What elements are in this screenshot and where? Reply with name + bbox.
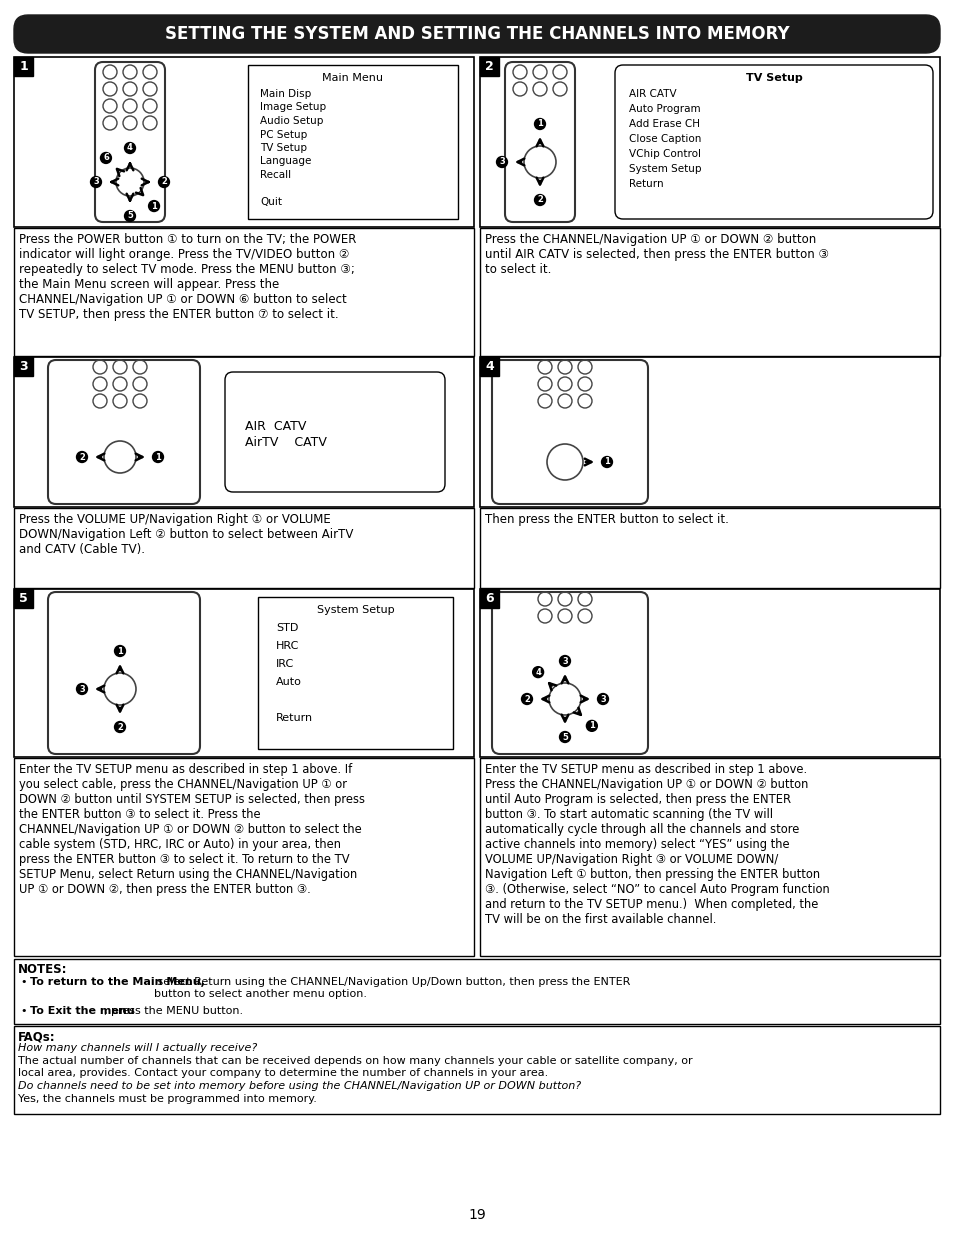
Text: 4: 4 (485, 359, 494, 373)
Text: 1: 1 (603, 457, 609, 467)
Text: 1: 1 (117, 646, 123, 656)
Text: To return to the Main Menu,: To return to the Main Menu, (30, 977, 205, 987)
Bar (14, 228, 474, 356)
Bar (479, 228, 939, 356)
Text: Auto Program: Auto Program (628, 104, 700, 114)
Text: FAQs:: FAQs: (18, 1030, 55, 1044)
Text: Main Disp: Main Disp (260, 89, 311, 99)
Bar (479, 758, 939, 956)
Bar (14, 589, 33, 608)
Text: 1: 1 (588, 721, 594, 730)
Text: 5: 5 (561, 732, 567, 741)
Bar (479, 589, 498, 608)
Bar (479, 357, 498, 375)
Text: 3: 3 (93, 178, 99, 186)
Text: 2: 2 (537, 195, 542, 205)
Bar (479, 508, 939, 588)
Text: 3: 3 (79, 684, 85, 694)
Text: Audio Setup: Audio Setup (260, 116, 323, 126)
Text: Press the VOLUME UP/Navigation Right ① or VOLUME
DOWN/Navigation Left ② button t: Press the VOLUME UP/Navigation Right ① o… (19, 513, 353, 556)
Text: 2: 2 (485, 61, 494, 73)
Text: 3: 3 (19, 359, 28, 373)
Text: 3: 3 (561, 657, 567, 666)
Bar (479, 57, 939, 227)
Text: 6: 6 (485, 592, 494, 605)
Text: TV Setup: TV Setup (260, 143, 307, 153)
Bar (14, 758, 474, 956)
Text: 3: 3 (498, 158, 504, 167)
Text: PC Setup: PC Setup (260, 130, 307, 140)
Text: •: • (20, 977, 27, 987)
Text: 1: 1 (155, 452, 161, 462)
Text: 6: 6 (103, 153, 109, 163)
Text: Recall: Recall (260, 170, 291, 180)
Text: Press the POWER button ① to turn on the TV; the POWER
indicator will light orang: Press the POWER button ① to turn on the … (19, 233, 356, 321)
Text: 3: 3 (599, 694, 605, 704)
Text: 4: 4 (535, 668, 540, 677)
Text: 1: 1 (19, 61, 28, 73)
Text: TV Setup: TV Setup (745, 73, 801, 83)
Bar (257, 597, 453, 748)
Text: The actual number of channels that can be received depends on how many channels : The actual number of channels that can b… (18, 1056, 692, 1078)
Text: Yes, the channels must be programmed into memory.: Yes, the channels must be programmed int… (18, 1094, 316, 1104)
Text: •: • (20, 1007, 27, 1016)
Text: 2: 2 (117, 722, 123, 731)
Text: Auto: Auto (275, 677, 301, 687)
Text: Enter the TV SETUP menu as described in step 1 above. If
you select cable, press: Enter the TV SETUP menu as described in … (19, 763, 365, 897)
Text: AirTV    CATV: AirTV CATV (245, 436, 327, 450)
Text: , press the MENU button.: , press the MENU button. (104, 1007, 242, 1016)
Text: System Setup: System Setup (628, 164, 700, 174)
Text: Return: Return (275, 713, 313, 722)
Bar (479, 589, 939, 757)
Bar (14, 357, 474, 508)
Bar (14, 57, 474, 227)
Bar (14, 357, 33, 375)
Text: 2: 2 (161, 178, 167, 186)
Text: NOTES:: NOTES: (18, 963, 68, 976)
Text: Quit: Quit (260, 198, 282, 207)
Text: Then press the ENTER button to select it.: Then press the ENTER button to select it… (484, 513, 728, 526)
Bar (14, 57, 33, 77)
Text: AIR CATV: AIR CATV (628, 89, 676, 99)
Text: How many channels will I actually receive?: How many channels will I actually receiv… (18, 1044, 257, 1053)
Text: IRC: IRC (275, 659, 294, 669)
Text: 1: 1 (151, 201, 157, 210)
Text: Return: Return (628, 179, 663, 189)
FancyBboxPatch shape (14, 15, 939, 53)
Text: AIR  CATV: AIR CATV (245, 420, 306, 433)
Text: 2: 2 (79, 452, 85, 462)
Text: 5: 5 (19, 592, 28, 605)
Bar (14, 1026, 939, 1114)
Bar (248, 65, 457, 219)
Bar (479, 357, 939, 508)
Text: Main Menu: Main Menu (322, 73, 383, 83)
Text: Image Setup: Image Setup (260, 103, 326, 112)
Text: 4: 4 (127, 143, 132, 152)
Text: 1: 1 (537, 120, 542, 128)
Text: Language: Language (260, 157, 311, 167)
Bar (14, 508, 474, 588)
Text: HRC: HRC (275, 641, 299, 651)
Text: 5: 5 (127, 211, 132, 221)
Text: Do channels need to be set into memory before using the CHANNEL/Navigation UP or: Do channels need to be set into memory b… (18, 1081, 580, 1091)
Text: SETTING THE SYSTEM AND SETTING THE CHANNELS INTO MEMORY: SETTING THE SYSTEM AND SETTING THE CHANN… (165, 25, 788, 43)
Text: 19: 19 (468, 1208, 485, 1221)
Text: To Exit the menu: To Exit the menu (30, 1007, 134, 1016)
Bar (14, 960, 939, 1024)
Text: System Setup: System Setup (316, 605, 394, 615)
Bar (479, 57, 498, 77)
Text: select Return using the CHANNEL/Navigation Up/Down button, then press the ENTER
: select Return using the CHANNEL/Navigati… (154, 977, 630, 999)
Text: VChip Control: VChip Control (628, 149, 700, 159)
Text: STD: STD (275, 622, 298, 634)
Text: Add Erase CH: Add Erase CH (628, 119, 700, 128)
Text: Press the CHANNEL/Navigation UP ① or DOWN ② button
until AIR CATV is selected, t: Press the CHANNEL/Navigation UP ① or DOW… (484, 233, 828, 275)
Text: 2: 2 (523, 694, 529, 704)
Bar (14, 589, 474, 757)
Text: Close Caption: Close Caption (628, 135, 700, 144)
Text: Enter the TV SETUP menu as described in step 1 above.
Press the CHANNEL/Navigati: Enter the TV SETUP menu as described in … (484, 763, 829, 926)
